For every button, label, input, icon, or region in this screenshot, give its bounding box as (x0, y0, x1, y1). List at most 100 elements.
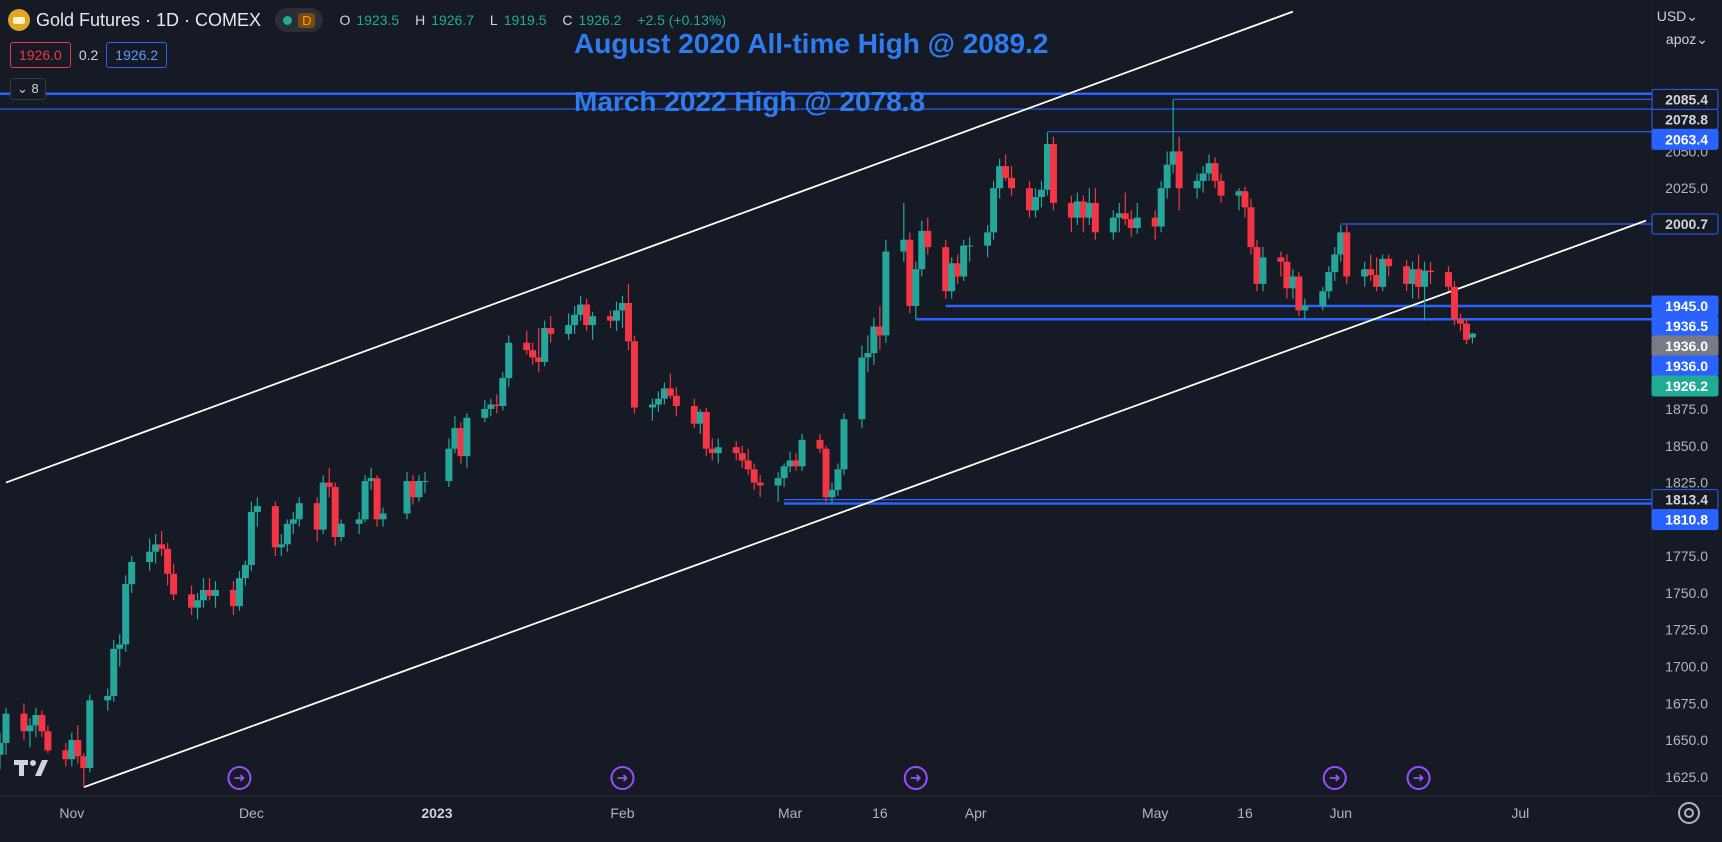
time-tick-label: Mar (778, 805, 802, 821)
candle-body (738, 453, 746, 461)
candle-body (541, 328, 549, 362)
indicators-toggle-button[interactable]: ⌄ 8 (10, 78, 46, 100)
candle-body (756, 482, 764, 486)
price-label: 2063.4 (1665, 131, 1708, 147)
ohlc-close: 1926.2 (578, 12, 622, 28)
candle-body (86, 700, 94, 769)
candle-body (2, 713, 10, 744)
candle-body (1343, 232, 1351, 277)
price-label: 1936.0 (1665, 358, 1708, 374)
candle-body (1211, 163, 1219, 181)
candle-body (1151, 217, 1159, 227)
price-tick-label: 1675.0 (1665, 695, 1708, 711)
price-label-box[interactable] (1651, 375, 1719, 397)
user-menu[interactable]: apoz⌄ (1661, 31, 1712, 48)
price-tick-label: 2025.0 (1665, 180, 1708, 196)
candle-body (1450, 286, 1458, 320)
event-marker-icon[interactable] (610, 766, 635, 790)
candle-body (403, 481, 411, 514)
candle-body (505, 342, 513, 379)
time-axis[interactable]: Nov Dec 2023 Feb Mar 16 Apr May 16 Jun Jul (59, 805, 1529, 821)
event-arrow-icon (1329, 774, 1341, 782)
candle-body (822, 448, 830, 498)
event-marker-icon[interactable] (903, 766, 928, 790)
candle-body (200, 589, 208, 601)
event-marker-icon[interactable] (1322, 766, 1347, 790)
candle-body (798, 439, 806, 467)
candle-body (780, 466, 788, 479)
trend-lines[interactable] (5, 10, 1647, 789)
price-label-box[interactable] (1651, 509, 1719, 531)
horizontal-levels[interactable] (0, 92, 1652, 505)
candle-body (1241, 191, 1249, 208)
price-label-box[interactable] (1651, 128, 1719, 150)
candle-body (313, 503, 321, 530)
indicator-count: 8 (31, 81, 39, 96)
time-tick-label: 16 (1237, 805, 1253, 821)
market-status-pill[interactable]: D (275, 8, 324, 32)
trend-line[interactable] (5, 10, 1294, 484)
candle-body (666, 388, 674, 396)
candle-body (607, 316, 615, 321)
candle-body (1049, 144, 1057, 203)
candle-body (1247, 207, 1255, 248)
candle-body (1325, 272, 1333, 292)
candle-body (1133, 217, 1141, 228)
candle-body (1403, 266, 1411, 284)
candle-body (876, 326, 884, 336)
candle-body (241, 564, 249, 579)
candle-body (864, 353, 872, 358)
candle-body (714, 447, 722, 454)
candle-body (954, 263, 962, 277)
candle-body (481, 408, 489, 418)
price-label: 1813.4 (1665, 492, 1708, 508)
buy-price-button[interactable]: 1926.2 (106, 42, 168, 68)
candle-body (1002, 166, 1010, 178)
price-label-box[interactable] (1651, 213, 1719, 235)
time-tick-label: Dec (239, 805, 264, 821)
candle-body (942, 247, 950, 292)
trend-line[interactable] (83, 219, 1647, 789)
candle-body (774, 478, 782, 486)
sell-price-button[interactable]: 1926.0 (10, 42, 71, 68)
ohlc-close-label: C (562, 12, 573, 28)
candle-body (1109, 217, 1117, 233)
candle-body (146, 551, 154, 563)
candle-body (1121, 213, 1129, 220)
candle-body (1253, 247, 1261, 284)
annotation-ath[interactable]: August 2020 All-time High @ 2089.2 (574, 28, 1049, 59)
candle-body (1319, 291, 1327, 306)
price-tick-label: 1650.0 (1665, 732, 1708, 748)
spread-value: 0.2 (78, 47, 99, 63)
ohlc-high: 1926.7 (431, 12, 475, 28)
candle-body (1163, 164, 1171, 189)
event-marker-icon[interactable] (1406, 766, 1431, 790)
event-marker-icon[interactable] (227, 766, 252, 790)
settings-gear-icon[interactable] (1678, 802, 1700, 824)
price-axis[interactable]: 1625.0 1650.0 1675.0 1700.0 1725.0 1750.0 1775… (1651, 0, 1722, 796)
candle-body (1289, 276, 1297, 289)
candle-body (1415, 269, 1423, 287)
candle-body (361, 481, 369, 520)
currency-select[interactable]: USD⌄ (1657, 8, 1698, 25)
candle-body (690, 406, 698, 424)
symbol-title[interactable]: Gold Futures · 1D · COMEX (36, 9, 262, 30)
data-badge: D (298, 12, 316, 28)
candle-body (152, 544, 160, 552)
candle-body (900, 239, 908, 252)
candle-body (744, 460, 752, 470)
annotation-march-high[interactable]: March 2022 High @ 2078.8 (574, 86, 926, 117)
event-markers[interactable] (227, 766, 1431, 790)
symbol-legend[interactable]: Gold Futures · 1D · COMEX D O 1923.5 H 192… (8, 8, 732, 32)
candle-body (445, 448, 453, 482)
candle-body (1385, 258, 1393, 267)
candle-body (1295, 276, 1303, 311)
tradingview-logo-icon[interactable] (14, 756, 50, 780)
candle-body (493, 404, 501, 407)
candle-body (1193, 180, 1201, 189)
candle-body (421, 481, 429, 483)
price-tick-label: 1850.0 (1665, 438, 1708, 454)
